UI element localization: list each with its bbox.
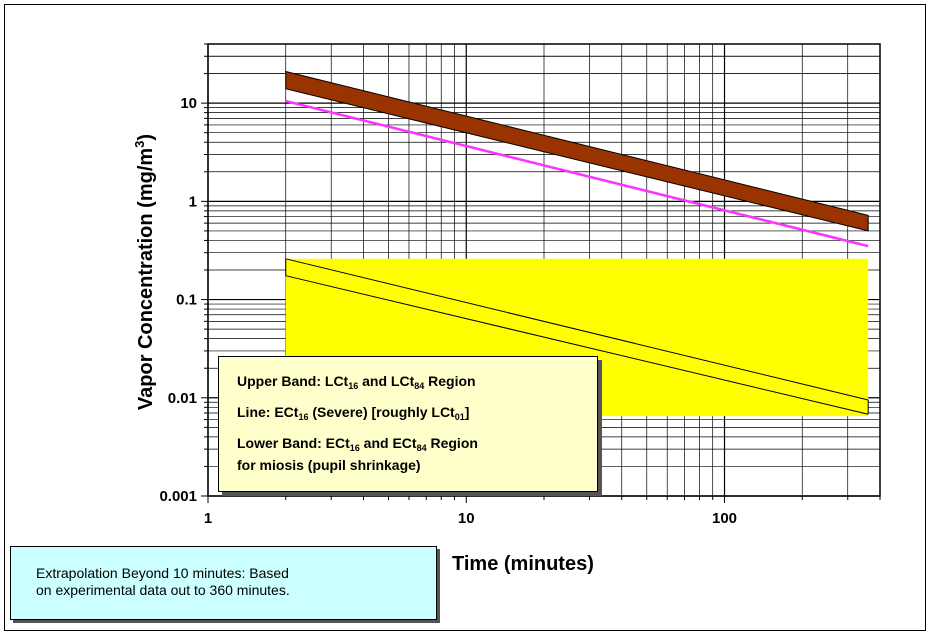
upper-band-region — [285, 70, 869, 232]
y-tick-label: 0.1 — [176, 292, 197, 309]
y-axis-label: Vapor Concentration (mg/m3) — [132, 134, 157, 410]
x-axis-label: Time (minutes) — [452, 553, 594, 575]
note-line-1: Extrapolation Beyond 10 minutes: Based — [36, 565, 289, 581]
note-line-2: on experimental data out to 360 minutes. — [36, 582, 290, 598]
lower-band-lower-edge — [285, 275, 869, 415]
ticks: 1 10 100 0.001 0.01 0.1 1 10 — [159, 43, 881, 527]
x-tick-label: 10 — [458, 510, 475, 527]
y-tick-label: 0.001 — [159, 488, 197, 505]
y-tick-label: 10 — [180, 95, 197, 112]
lower-band-upper-edge — [285, 258, 869, 401]
legend-lower-band-text-2: for miosis (pupil shrinkage) — [237, 457, 421, 473]
legend-line-text: Line: ECt16 (Severe) [roughly LCt01] — [237, 404, 470, 422]
y-tick-label: 0.01 — [168, 390, 197, 407]
x-tick-label: 100 — [712, 510, 737, 527]
ect16-line — [285, 99, 869, 248]
legend-line: Line: ECt16 (Severe) [roughly LCt01] — [237, 404, 597, 426]
note-box: Extrapolation Beyond 10 minutes: Based o… — [10, 546, 437, 620]
legend-box: Upper Band: LCt16 and LCt84 Region Line:… — [218, 356, 598, 492]
legend-upper-band: Upper Band: LCt16 and LCt84 Region — [237, 373, 597, 395]
y-tick-label: 1 — [189, 193, 197, 210]
legend-lower-band-text: Lower Band: ECt16 and ECt84 Region — [237, 435, 478, 453]
x-tick-label: 1 — [204, 510, 212, 527]
figure-frame — [4, 4, 926, 631]
legend-lower-band: Lower Band: ECt16 and ECt84 Region for mi… — [237, 435, 597, 474]
legend-upper-band-text: Upper Band: LCt16 and LCt84 Region — [237, 373, 476, 391]
